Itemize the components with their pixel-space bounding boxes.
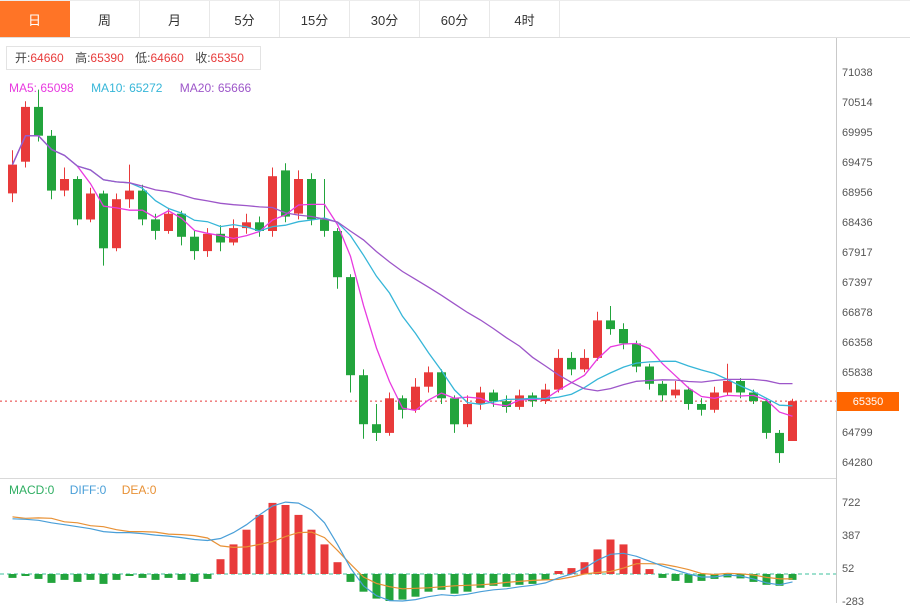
price-axis-label: 64280: [842, 456, 873, 469]
price-axis-label: 68956: [842, 187, 873, 200]
candlestick-chart[interactable]: [0, 38, 836, 478]
low-label: 低:: [135, 51, 151, 65]
open-label: 开:: [15, 51, 31, 65]
price-axis-label: 67917: [842, 247, 873, 260]
price-axis-label: 64799: [842, 426, 873, 439]
tab-15min[interactable]: 15分: [280, 1, 350, 37]
price-axis-label: 66878: [842, 307, 873, 319]
price-axis-label: 71038: [842, 67, 873, 79]
price-axis-label: 65838: [842, 367, 873, 379]
period-tabbar: 日 周 月 5分 15分 30分 60分 4时: [0, 0, 910, 38]
open-value: 64660: [30, 51, 64, 65]
close-label: 收:: [195, 51, 211, 65]
tab-5min[interactable]: 5分: [210, 1, 280, 37]
tab-4hour[interactable]: 4时: [490, 1, 560, 37]
low-value: 64660: [150, 51, 184, 65]
high-label: 高:: [75, 51, 91, 65]
macd-axis-label: 52: [842, 562, 855, 575]
price-axis-label: 69475: [842, 157, 873, 170]
price-axis: 65350 71038 70514 69995 69475 68956 68436 6791…: [836, 38, 910, 608]
price-axis-label: 69995: [842, 127, 873, 140]
macd-value-label: MACD:0: [9, 483, 55, 497]
macd-chart[interactable]: [0, 478, 836, 603]
ma10-legend: MA10: 65272: [91, 81, 163, 95]
macd-axis-label: 387: [842, 529, 861, 542]
macd-axis-label: -283: [842, 595, 865, 608]
macd-axis-label: 722: [842, 496, 861, 509]
panel-divider: [0, 478, 910, 479]
diff-value-label: DIFF:0: [69, 483, 107, 497]
high-value: 65390: [90, 51, 124, 65]
tab-30min[interactable]: 30分: [350, 1, 420, 37]
ma20-legend: MA20: 65666: [179, 81, 252, 95]
tab-day[interactable]: 日: [0, 1, 70, 37]
ma5-legend: MA5: 65098: [9, 81, 74, 95]
current-price-flag: 65350: [837, 392, 899, 412]
ma-legend: MA5: 65098 MA10: 65272 MA20: 65666: [9, 81, 265, 95]
ohlc-info-box: 开:64660 高:65390 低:64660 收:65350: [6, 46, 261, 70]
close-value: 65350: [210, 51, 244, 65]
tab-60min[interactable]: 60分: [420, 1, 490, 37]
tab-week[interactable]: 周: [70, 1, 140, 37]
price-axis-label: 67397: [842, 277, 873, 290]
macd-legend: MACD:0 DIFF:0 DEA:0: [9, 483, 168, 497]
price-axis-label: 66358: [842, 337, 873, 349]
dea-value-label: DEA:0: [121, 483, 157, 497]
price-axis-label: 68436: [842, 217, 873, 230]
price-axis-label: 70514: [842, 97, 873, 110]
tab-month[interactable]: 月: [140, 1, 210, 37]
